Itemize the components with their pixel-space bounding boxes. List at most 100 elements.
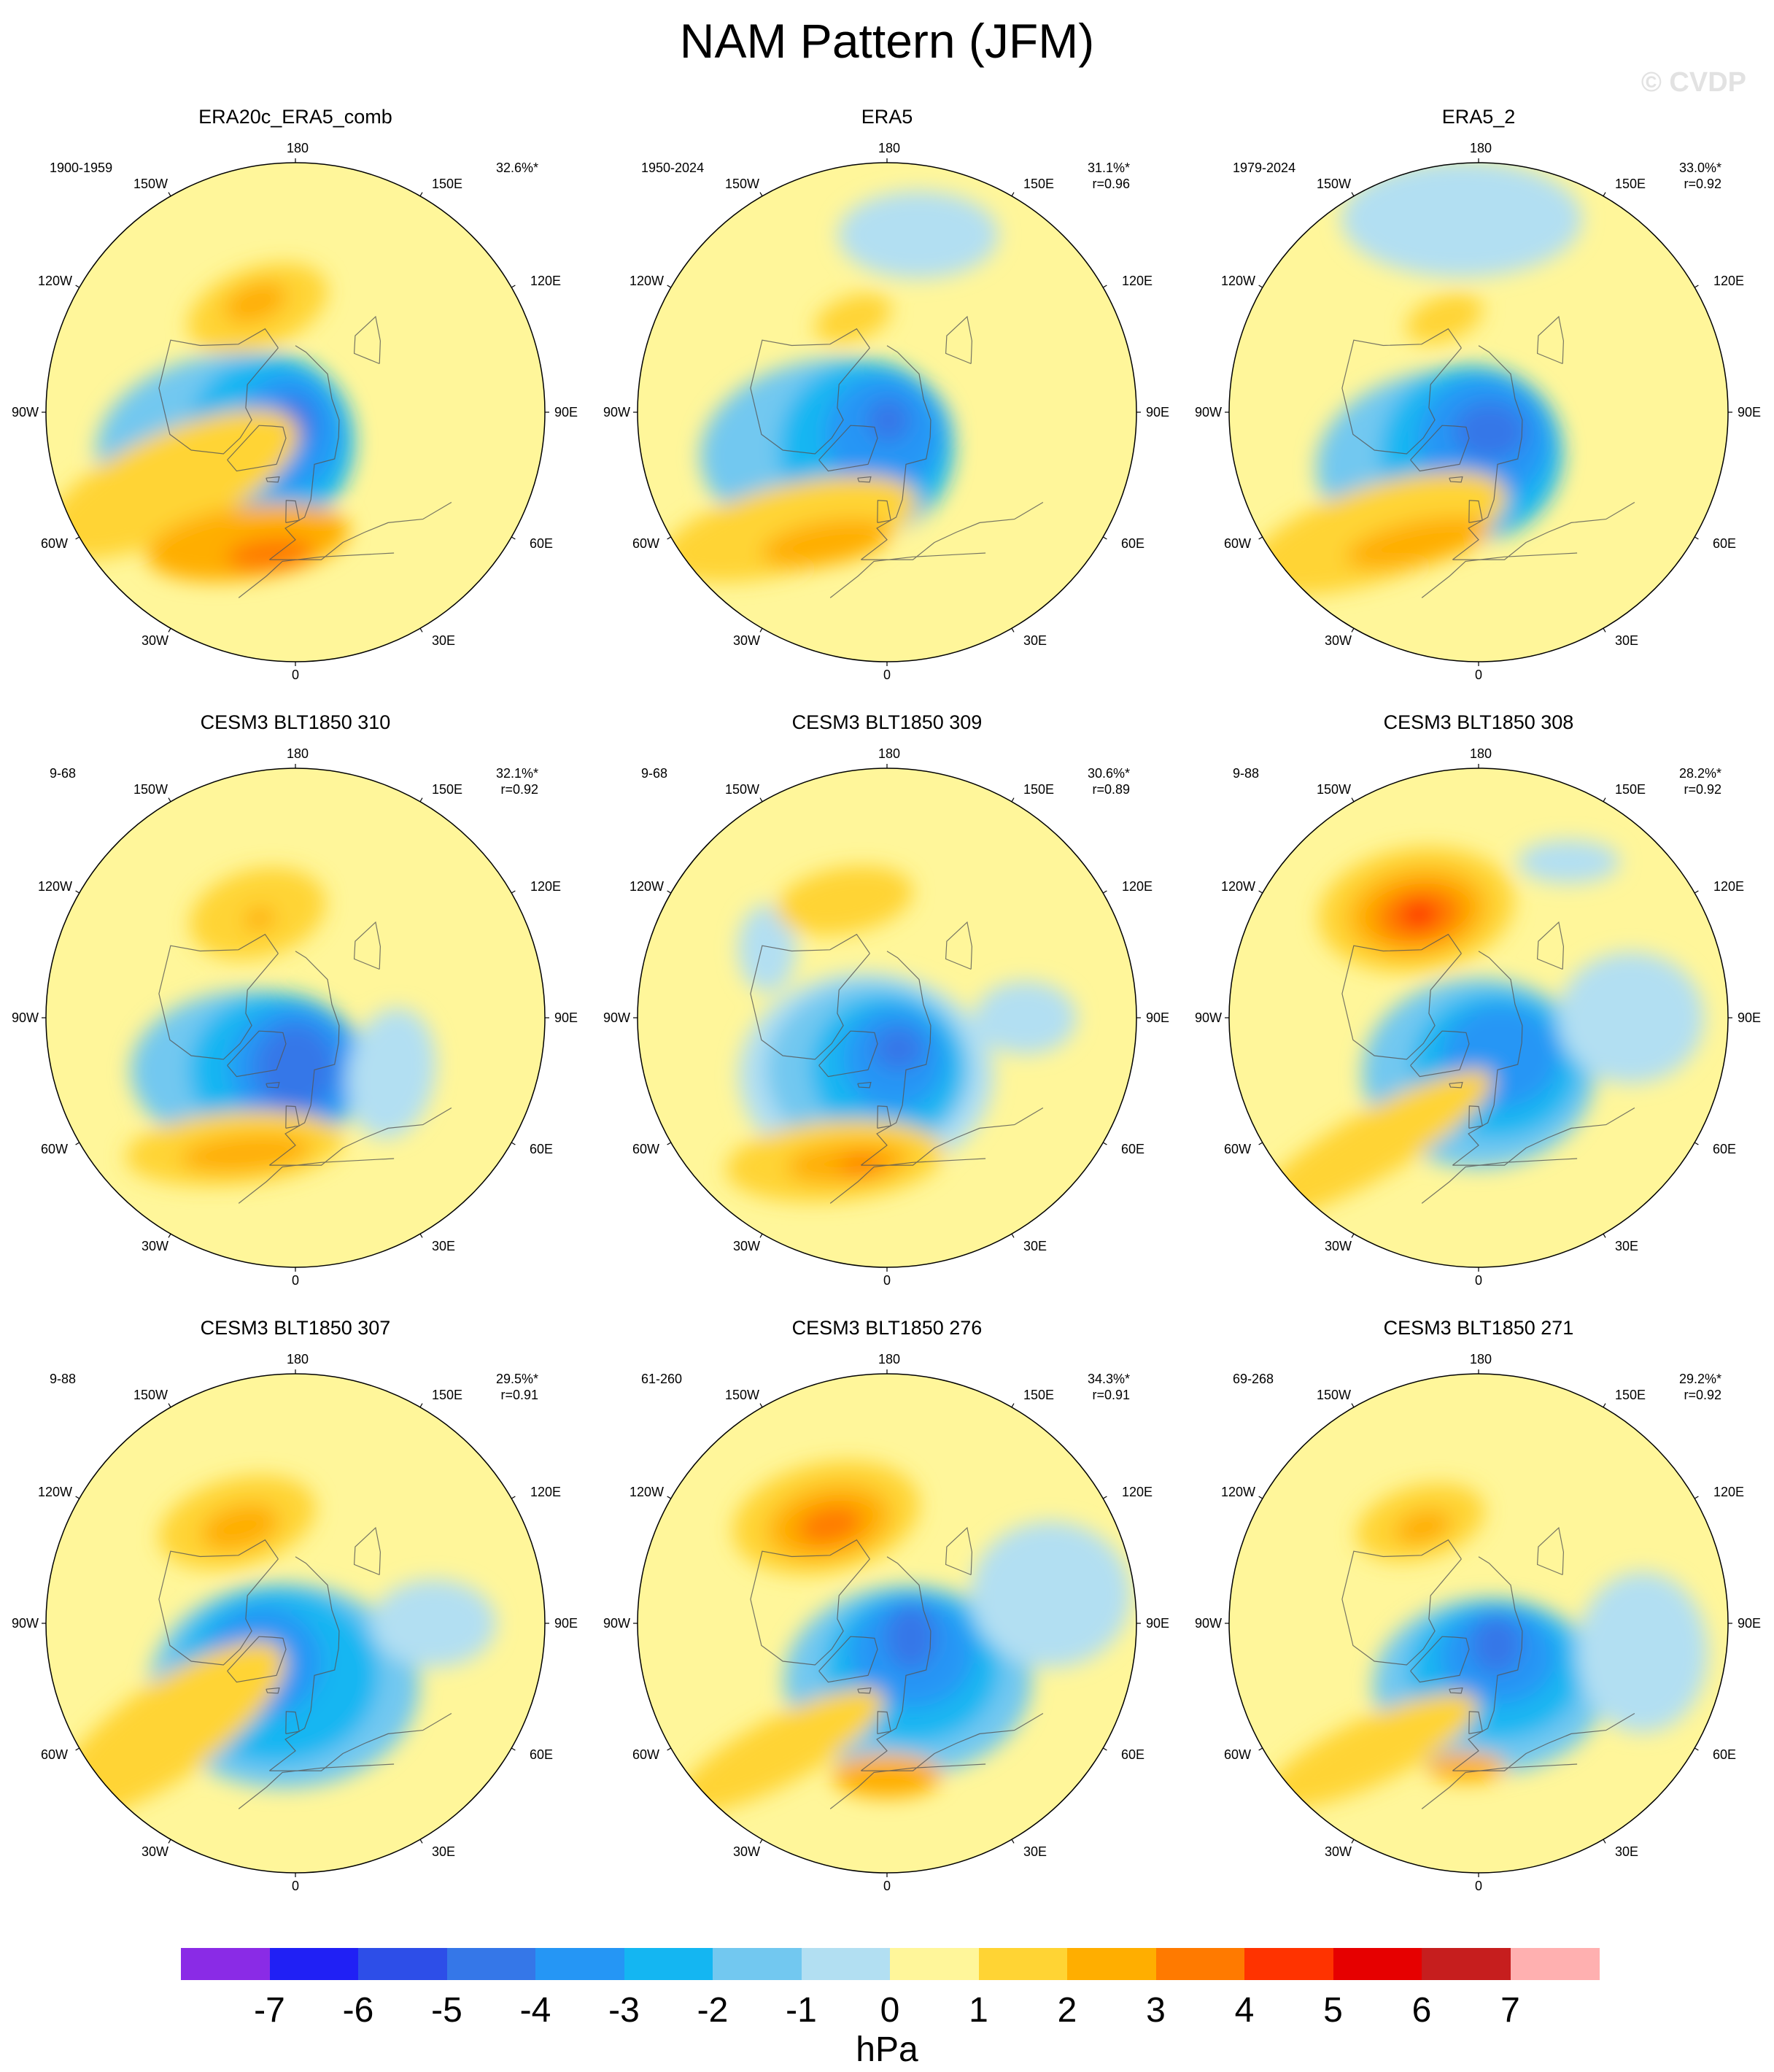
lon-label-150e: 150E [1023,177,1055,191]
coastline [877,1711,891,1734]
lon-label-30e: 30E [1615,633,1639,648]
lon-tick [1258,536,1263,540]
panel-correlation: r=0.92 [500,782,538,797]
lon-label-120w: 120W [630,274,665,288]
panel-title: CESM3 BLT1850 310 [200,711,391,733]
lon-label-150e: 150E [1615,177,1646,191]
lon-tick [168,1839,171,1844]
colorbar-tick: -3 [608,1991,640,2030]
panel-years: 1950-2024 [641,161,705,175]
map-panel: ERA5_2 1979-2024 33.0%* r=0.92 180 0 90W 90E 150… [1183,106,1774,704]
anomaly-contour [832,1754,942,1798]
lon-label-90e: 90E [554,1616,578,1631]
lon-tick [511,1496,516,1499]
panel-title: ERA5 [861,106,913,128]
coastline [1421,552,1578,598]
anomaly-contour [346,1008,436,1139]
lon-label-60w: 60W [632,1747,660,1762]
anomaly-contour [872,1027,924,1071]
lon-label-60e: 60E [530,1747,554,1762]
colorbar-tick: 7 [1500,1991,1520,2030]
lon-tick [759,627,763,633]
coastlines [750,1526,1044,1809]
lon-label-60e: 60E [530,1142,554,1156]
polar-map [633,1369,1141,1877]
lon-tick [1694,536,1699,540]
coastline [269,1712,452,1771]
coastline [1449,1081,1463,1089]
coastline [285,500,300,523]
lon-tick [667,1747,672,1751]
coastline [353,315,381,365]
lon-tick [759,797,763,803]
colorbar-swatch [535,1948,624,1980]
lon-label-120e: 120E [1122,1485,1153,1499]
lon-tick [1694,1496,1699,1499]
lon-tick [419,1839,423,1844]
coastline [1536,1526,1565,1576]
coastline [1410,1636,1470,1683]
lon-tick [1603,1839,1606,1844]
colorbar-swatch [1422,1948,1511,1980]
colorbar-swatch [181,1948,270,1980]
lon-tick [1258,1496,1263,1499]
coastline [353,921,381,970]
coastline [945,1526,973,1576]
coastline [1452,1712,1635,1771]
coastline [227,1636,287,1683]
lon-label-120w: 120W [38,274,73,288]
lon-tick [1603,797,1606,803]
lon-tick [1102,1142,1107,1145]
lon-label-30e: 30E [1023,633,1047,648]
lon-label-120e: 120E [1713,879,1745,894]
polar-map [633,764,1141,1272]
coastline [227,1030,287,1078]
lon-label-180: 180 [1470,141,1492,155]
panel-years: 9-88 [1233,766,1260,781]
lon-tick [759,1403,763,1408]
anomaly-contour [1401,901,1438,928]
lon-label-60e: 60E [1121,1747,1145,1762]
anomaly-contour [1453,402,1527,461]
coastline [818,425,878,472]
lon-label-30e: 30E [432,1239,456,1253]
lon-label-90w: 90W [1195,1616,1223,1631]
coastline [285,1105,300,1129]
lon-tick [1258,285,1263,288]
panel-explained-variance: 29.2%* [1678,1372,1721,1386]
coastline [1452,951,1523,1166]
lon-label-150w: 150W [1317,1388,1352,1402]
lon-label-90e: 90E [554,1010,578,1025]
lon-label-0: 0 [292,668,300,682]
coastline [1468,1105,1483,1129]
lon-tick [667,536,672,540]
anomaly-contour [797,1505,863,1545]
lon-label-150e: 150E [1615,782,1646,797]
lon-label-150w: 150W [133,1388,169,1402]
lon-label-60w: 60W [41,1142,69,1156]
lon-tick [1603,627,1606,633]
polar-map [1225,764,1732,1272]
coastline [1468,500,1483,523]
coastline [1410,1030,1470,1078]
anomaly-contour [814,293,891,344]
anomaly-contour [180,1134,312,1172]
lon-tick [667,890,672,894]
colorbar-swatch [1155,1948,1245,1980]
anomaly-contour [372,1580,496,1667]
lon-label-150e: 150E [1023,1388,1055,1402]
anomaly-contour [675,1688,885,1813]
lon-label-90w: 90W [1195,405,1223,420]
panel-correlation: r=0.91 [1092,1388,1130,1402]
lon-label-30e: 30E [1023,1844,1047,1859]
lon-tick [759,1839,763,1844]
coastline [1452,345,1523,560]
polar-map [1225,1369,1732,1877]
lon-label-60w: 60W [1224,536,1252,551]
anomaly-contour [1341,163,1582,277]
colorbar [181,1948,1600,1980]
coastline [266,1687,280,1694]
colorbar-swatch [269,1948,359,1980]
lon-label-150w: 150W [725,782,760,797]
lon-tick [1102,1496,1107,1499]
